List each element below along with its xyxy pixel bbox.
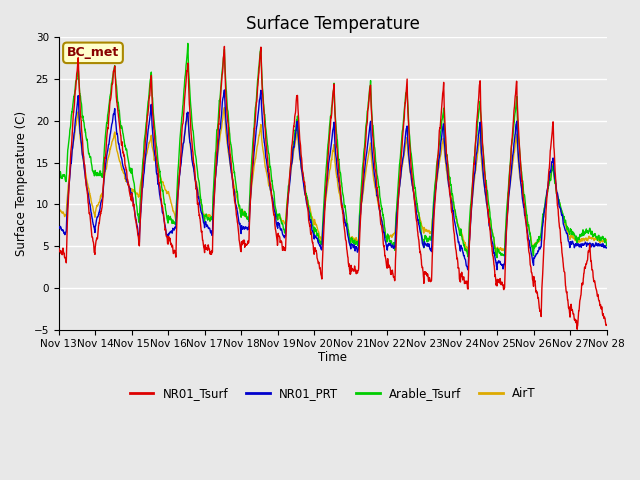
NR01_Tsurf: [221, 44, 228, 49]
AirT: [464, 253, 472, 259]
NR01_Tsurf: [603, 322, 611, 328]
AirT: [603, 238, 611, 243]
Arable_Tsurf: [349, 237, 356, 242]
NR01_PRT: [55, 225, 63, 231]
AirT: [492, 249, 500, 254]
NR01_PRT: [603, 245, 611, 251]
NR01_PRT: [207, 228, 215, 234]
Arable_Tsurf: [570, 231, 578, 237]
Text: BC_met: BC_met: [67, 47, 119, 60]
NR01_PRT: [555, 199, 563, 205]
Arable_Tsurf: [361, 144, 369, 150]
Line: AirT: AirT: [59, 108, 607, 256]
NR01_PRT: [492, 260, 500, 266]
Arable_Tsurf: [555, 196, 563, 202]
AirT: [555, 199, 563, 204]
AirT: [570, 236, 578, 241]
Title: Surface Temperature: Surface Temperature: [246, 15, 420, 33]
Arable_Tsurf: [184, 40, 192, 46]
NR01_Tsurf: [555, 212, 563, 218]
X-axis label: Time: Time: [318, 350, 347, 364]
NR01_Tsurf: [570, 311, 577, 317]
Arable_Tsurf: [55, 173, 63, 179]
Arable_Tsurf: [603, 243, 611, 249]
NR01_Tsurf: [573, 326, 581, 332]
NR01_Tsurf: [492, 281, 500, 287]
NR01_Tsurf: [207, 252, 215, 257]
Arable_Tsurf: [208, 216, 216, 221]
NR01_Tsurf: [361, 154, 369, 160]
Line: Arable_Tsurf: Arable_Tsurf: [59, 43, 607, 258]
AirT: [349, 235, 356, 240]
NR01_Tsurf: [349, 266, 356, 272]
Line: NR01_PRT: NR01_PRT: [59, 90, 607, 270]
NR01_PRT: [349, 242, 356, 248]
Legend: NR01_Tsurf, NR01_PRT, Arable_Tsurf, AirT: NR01_Tsurf, NR01_PRT, Arable_Tsurf, AirT: [125, 382, 540, 405]
AirT: [55, 208, 63, 214]
NR01_PRT: [221, 87, 228, 93]
Arable_Tsurf: [493, 255, 501, 261]
AirT: [221, 105, 228, 110]
NR01_PRT: [361, 168, 369, 174]
NR01_PRT: [464, 267, 472, 273]
Arable_Tsurf: [492, 252, 500, 258]
Line: NR01_Tsurf: NR01_Tsurf: [59, 47, 607, 329]
NR01_Tsurf: [55, 247, 63, 252]
AirT: [207, 214, 215, 220]
Y-axis label: Surface Temperature (C): Surface Temperature (C): [15, 111, 28, 256]
NR01_PRT: [570, 242, 578, 248]
AirT: [361, 178, 369, 183]
